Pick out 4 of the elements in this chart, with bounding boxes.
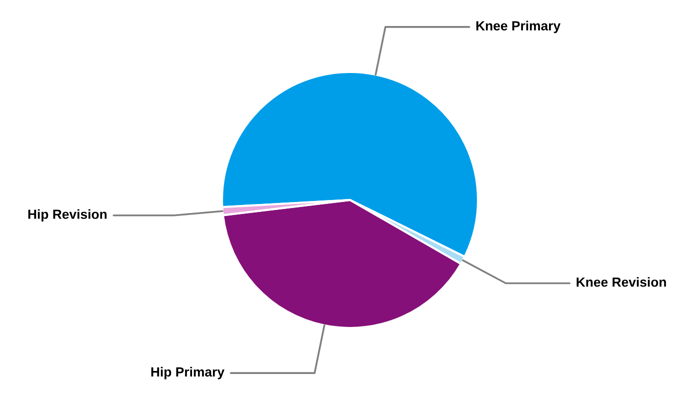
slice-label: Knee Revision: [576, 277, 666, 287]
slice-label: Knee Primary: [476, 20, 560, 34]
slice-label: Hip Revision: [28, 209, 107, 222]
slice-label: Hip Primary: [151, 366, 224, 380]
